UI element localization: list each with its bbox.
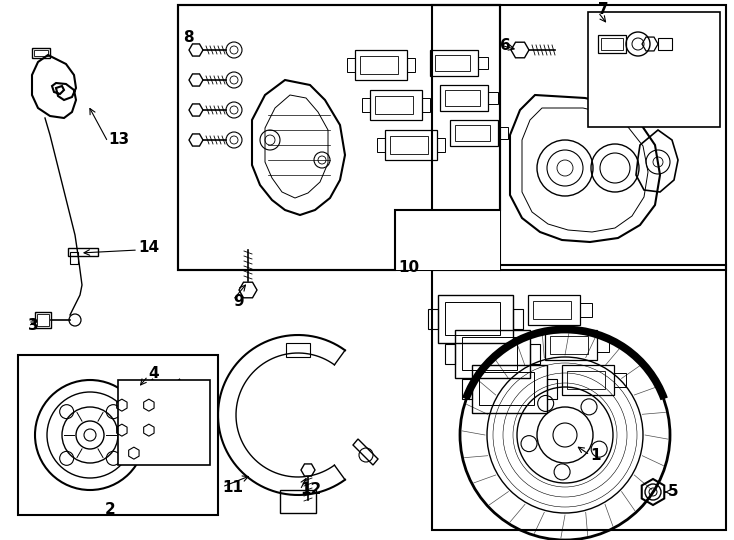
Bar [355,50,407,80]
Text: 1: 1 [590,448,600,462]
Bar [472,365,547,413]
Text: 11: 11 [222,480,243,495]
Bar [18,355,218,515]
Bar [528,295,580,325]
Bar [533,301,571,319]
Bar [601,38,623,50]
Bar [450,120,498,146]
Bar [428,309,438,329]
Bar [385,130,437,160]
Bar [462,379,472,399]
Text: 8: 8 [183,30,194,44]
Bar [513,309,523,329]
Text: 2: 2 [105,503,116,517]
Bar [567,371,605,389]
Bar [614,373,626,387]
Bar [68,248,98,256]
Text: 5: 5 [668,484,679,500]
Bar [462,337,517,370]
Bar [445,90,480,106]
Bar [588,12,720,127]
Bar [455,330,530,378]
Bar [597,338,609,352]
Bar [178,5,500,270]
Bar [377,138,385,152]
Text: 4: 4 [148,367,159,381]
Bar [370,90,422,120]
Text: 10: 10 [398,260,419,275]
Bar [530,344,540,364]
Bar [432,5,726,270]
Bar [360,56,398,74]
Text: 6: 6 [500,37,511,52]
Bar [435,55,470,71]
Bar [440,85,488,111]
Bar [34,50,48,56]
Bar [658,38,672,50]
Text: 13: 13 [108,132,129,147]
Text: 12: 12 [300,483,321,497]
Text: 7: 7 [598,3,608,17]
Bar [445,302,500,335]
Bar [498,127,508,139]
Bar [580,303,592,317]
Bar [70,252,78,264]
Bar [422,98,430,112]
Bar [598,35,626,53]
Bar [488,92,498,104]
Bar [395,210,500,270]
Bar [455,125,490,141]
Text: 9: 9 [233,294,244,309]
Bar [432,265,726,530]
Text: 3: 3 [28,318,39,333]
Bar [445,344,455,364]
Text: 14: 14 [138,240,159,255]
Bar [545,330,597,360]
Bar [407,58,415,72]
Bar [479,372,534,405]
Bar [438,295,513,343]
Bar [118,380,210,465]
Bar [347,58,355,72]
Bar [547,379,557,399]
Bar [550,336,588,354]
Bar [362,98,370,112]
Bar [375,96,413,114]
Bar [437,138,445,152]
Bar [35,312,51,328]
Bar [478,57,488,69]
Bar [390,136,428,154]
Bar [430,50,478,76]
Bar [37,314,49,326]
Bar [562,365,614,395]
